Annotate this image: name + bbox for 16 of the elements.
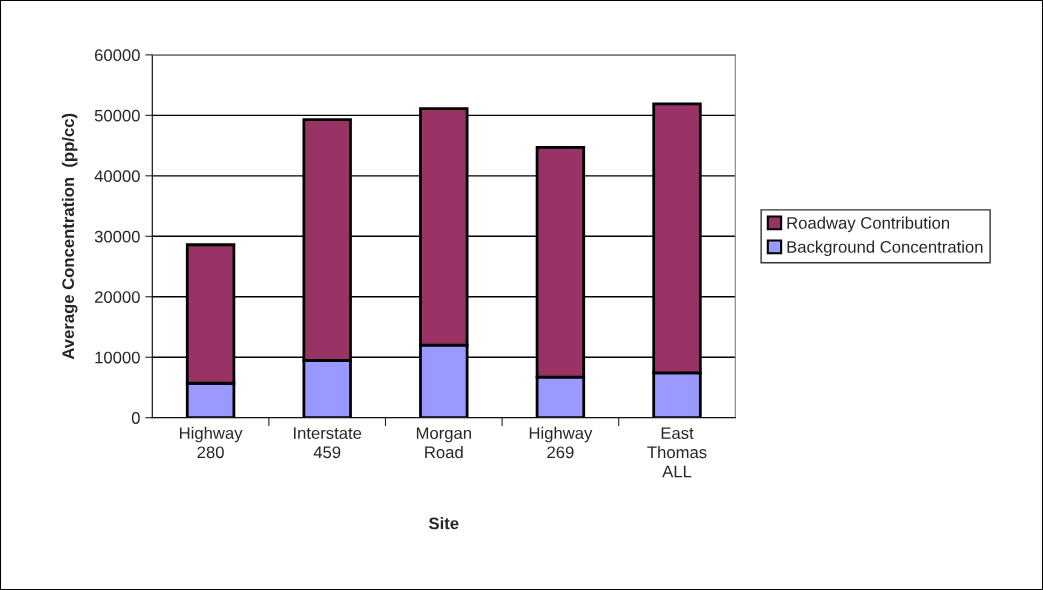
- y-tick-label: 20000: [94, 291, 140, 303]
- legend-label: Background Concentration: [787, 240, 983, 257]
- y-tick-label: 10000: [95, 351, 140, 364]
- y-tick-label: 30000: [94, 230, 140, 243]
- x-tick-label: Highway 269: [529, 426, 593, 459]
- y-tick-label: 60000: [94, 49, 140, 62]
- y-tick-label: 40000: [94, 170, 140, 183]
- legend-label: Roadway Contribution: [787, 216, 950, 233]
- y-tick-label: 0: [131, 412, 140, 424]
- x-tick-label: Morgan Road: [416, 427, 471, 459]
- x-axis-title: Site: [428, 517, 459, 530]
- y-axis-title: Average Concentration (pp/cc): [61, 113, 78, 360]
- x-tick-label: Highway 280: [179, 426, 243, 459]
- y-tick-label: 50000: [94, 109, 140, 122]
- x-tick-label: Interstate 459: [293, 427, 362, 459]
- x-tick-label: East Thomas ALL: [647, 427, 707, 478]
